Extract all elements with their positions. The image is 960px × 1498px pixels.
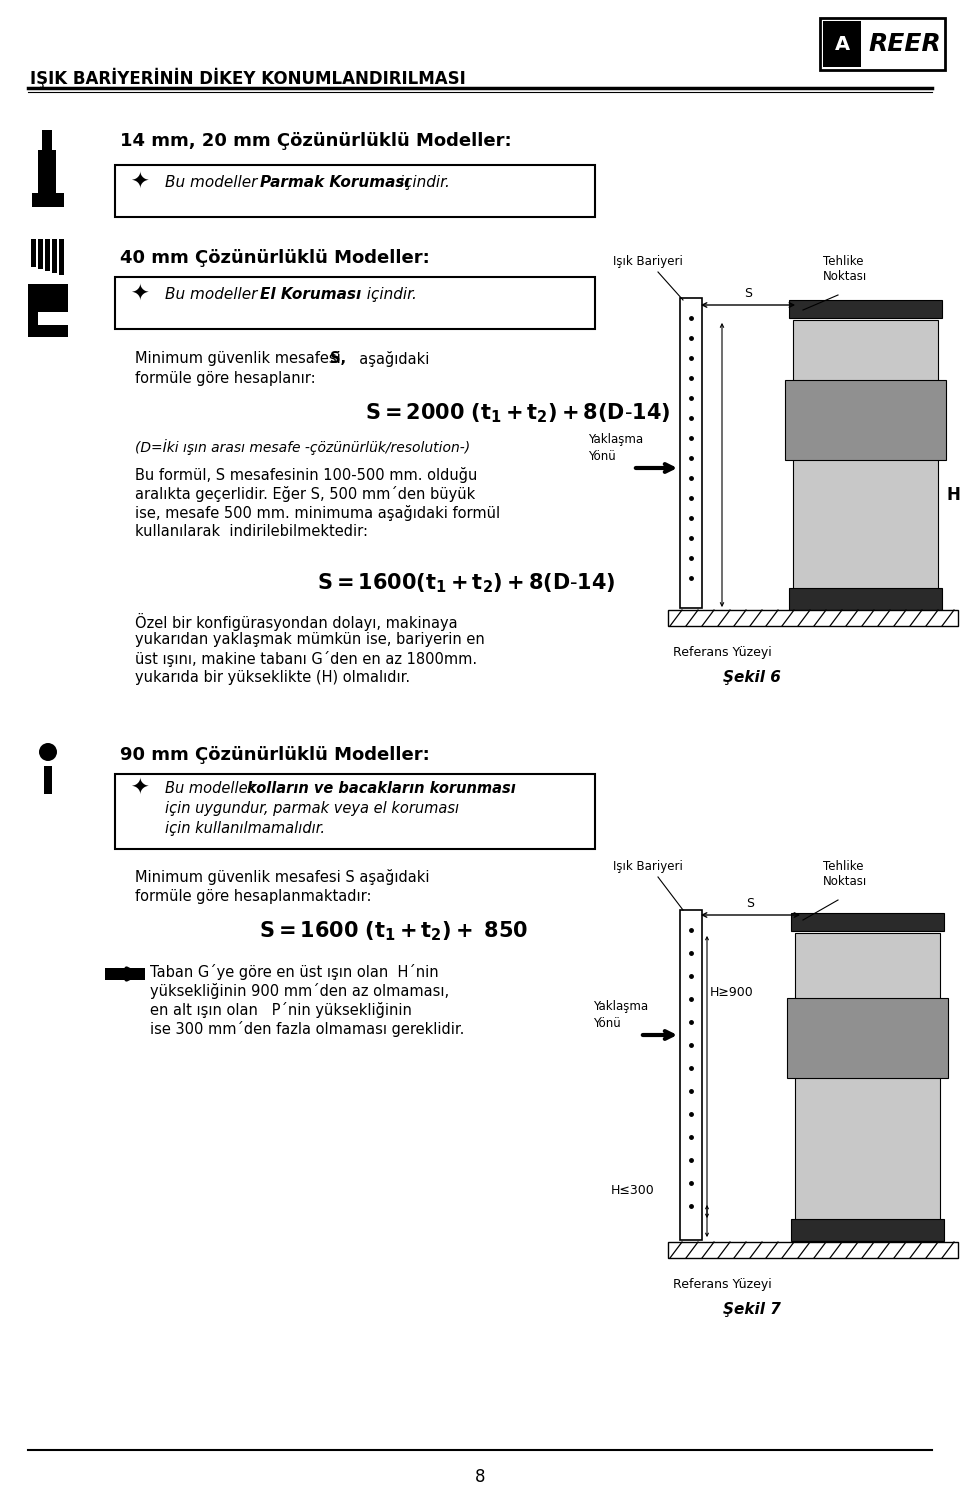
Text: için uygundur, parmak veya el koruması: için uygundur, parmak veya el koruması [165,801,459,816]
Bar [28,285,68,312]
Text: 14 mm, 20 mm Çözünürlüklü Modeller:: 14 mm, 20 mm Çözünürlüklü Modeller: [120,132,512,150]
Bar [668,610,958,626]
Text: S: S [747,897,755,909]
Text: Işık Bariyeri: Işık Bariyeri [613,255,683,268]
FancyBboxPatch shape [115,277,595,330]
Text: Minimum güvenlik mesafesi S aşağıdaki: Minimum güvenlik mesafesi S aşağıdaki [135,869,429,885]
Text: 90 mm Çözünürlüklü Modeller:: 90 mm Çözünürlüklü Modeller: [120,746,430,764]
Text: H: H [946,485,960,503]
Text: yukarıdan yaklaşmak mümkün ise, bariyerin en: yukarıdan yaklaşmak mümkün ise, bariyeri… [135,632,485,647]
Bar [38,240,43,270]
Text: Bu modeller: Bu modeller [165,288,267,303]
Text: ise 300 mm´den fazla olmaması gereklidir.: ise 300 mm´den fazla olmaması gereklidir… [150,1022,465,1037]
Text: ✦: ✦ [130,779,149,798]
Text: Bu formül, S mesafesinin 100-500 mm. olduğu: Bu formül, S mesafesinin 100-500 mm. old… [135,467,477,482]
Text: Yaklaşma
Yönü: Yaklaşma Yönü [593,1001,648,1031]
Text: formüle göre hesaplanır:: formüle göre hesaplanır: [135,372,316,386]
Text: kullanılarak  indirilebilmektedir:: kullanılarak indirilebilmektedir: [135,524,368,539]
Bar [793,321,938,590]
Text: için kullanılmamalıdır.: için kullanılmamalıdır. [165,821,325,836]
Text: Bu modeller: Bu modeller [165,780,258,795]
Text: H≥900: H≥900 [710,987,754,999]
FancyArrow shape [44,765,52,794]
Bar [38,150,56,195]
Bar [31,240,36,267]
FancyBboxPatch shape [680,909,702,1240]
Text: Işık Bariyeri: Işık Bariyeri [613,860,683,873]
Bar [789,589,942,610]
Text: S: S [744,288,752,300]
Text: kolların ve bacakların korunması: kolların ve bacakların korunması [247,780,516,795]
Text: Minimum güvenlik mesafesi: Minimum güvenlik mesafesi [135,351,350,366]
Text: A: A [834,34,850,54]
FancyBboxPatch shape [115,165,595,217]
Text: Referans Yüzeyi: Referans Yüzeyi [673,646,772,659]
Bar [791,1219,944,1240]
Bar [795,933,940,1221]
Text: üst ışını, makine tabanı G´den en az 1800mm.: üst ışını, makine tabanı G´den en az 180… [135,652,477,667]
Bar [791,912,944,930]
Text: Tehlike
Noktası: Tehlike Noktası [823,255,867,283]
Text: (D=İki ışın arası mesafe -çözünürlük/resolution-): (D=İki ışın arası mesafe -çözünürlük/res… [135,439,470,455]
Text: 8: 8 [475,1468,485,1486]
Text: yüksekliğinin 900 mm´den az olmaması,: yüksekliğinin 900 mm´den az olmaması, [150,983,449,999]
Bar [45,240,50,271]
Bar [52,240,57,273]
Bar [789,300,942,318]
Text: içindir.: içindir. [357,288,417,303]
Text: Özel bir konfigürasyondan dolayı, makinaya: Özel bir konfigürasyondan dolayı, makina… [135,613,458,631]
Text: $\mathbf{S = 2000\ (t_1 + t_2) + 8(D\text{-}14)}$: $\mathbf{S = 2000\ (t_1 + t_2) + 8(D\tex… [365,401,670,424]
Text: ✦: ✦ [130,285,149,306]
FancyBboxPatch shape [115,774,595,849]
Text: Yaklaşma
Yönü: Yaklaşma Yönü [588,433,643,463]
FancyBboxPatch shape [820,18,945,70]
Text: içindir.: içindir. [390,175,450,190]
Bar [668,1242,958,1258]
Bar [785,380,946,460]
Bar [42,130,52,165]
Text: El Koruması: El Koruması [260,288,361,303]
Text: H≤300: H≤300 [611,1183,655,1197]
Text: Bu modeller: Bu modeller [165,175,267,190]
Text: yukarıda bir yükseklikte (H) olmalıdır.: yukarıda bir yükseklikte (H) olmalıdır. [135,670,410,685]
Text: ✦: ✦ [130,172,149,193]
Text: Tehlike
Noktası: Tehlike Noktası [823,860,867,888]
Text: $\mathbf{S=1600\ (t_1+t_2)+\ 850}$: $\mathbf{S=1600\ (t_1+t_2)+\ 850}$ [259,918,528,942]
Text: Parmak Koruması: Parmak Koruması [260,175,410,190]
Text: Şekil 6: Şekil 6 [723,670,780,685]
Text: IŞIK BARİYERİNİN DİKEY KONUMLANDIRILMASI: IŞIK BARİYERİNİN DİKEY KONUMLANDIRILMASI [30,67,466,88]
Text: Taban G´ye göre en üst ışın olan  H´nin: Taban G´ye göre en üst ışın olan H´nin [150,965,439,980]
Text: REER: REER [869,31,942,55]
Bar [823,21,861,67]
Text: en alt ışın olan   P´nin yüksekliğinin: en alt ışın olan P´nin yüksekliğinin [150,1002,412,1019]
Bar [105,968,145,980]
Text: aşağıdaki: aşağıdaki [350,351,429,367]
Text: Referans Yüzeyi: Referans Yüzeyi [673,1278,772,1291]
Bar [28,325,68,337]
Text: ise, mesafe 500 mm. minimuma aşağıdaki formül: ise, mesafe 500 mm. minimuma aşağıdaki f… [135,505,500,521]
Text: 40 mm Çözünürlüklü Modeller:: 40 mm Çözünürlüklü Modeller: [120,249,430,267]
Text: Şekil 7: Şekil 7 [723,1302,780,1317]
Text: aralıkta geçerlidir. Eğer S, 500 mm´den büyük: aralıkta geçerlidir. Eğer S, 500 mm´den … [135,485,475,502]
Bar [28,309,38,327]
Bar [59,240,64,276]
FancyBboxPatch shape [680,298,702,608]
Circle shape [39,743,57,761]
Bar [32,193,64,207]
Text: formüle göre hesaplanmaktadır:: formüle göre hesaplanmaktadır: [135,888,372,903]
Bar [787,998,948,1079]
Text: $\mathbf{S = 1600(t_1 + t_2) + 8(D\text{-}14)}$: $\mathbf{S = 1600(t_1 + t_2) + 8(D\text{… [317,571,615,595]
Text: S,: S, [330,351,347,366]
